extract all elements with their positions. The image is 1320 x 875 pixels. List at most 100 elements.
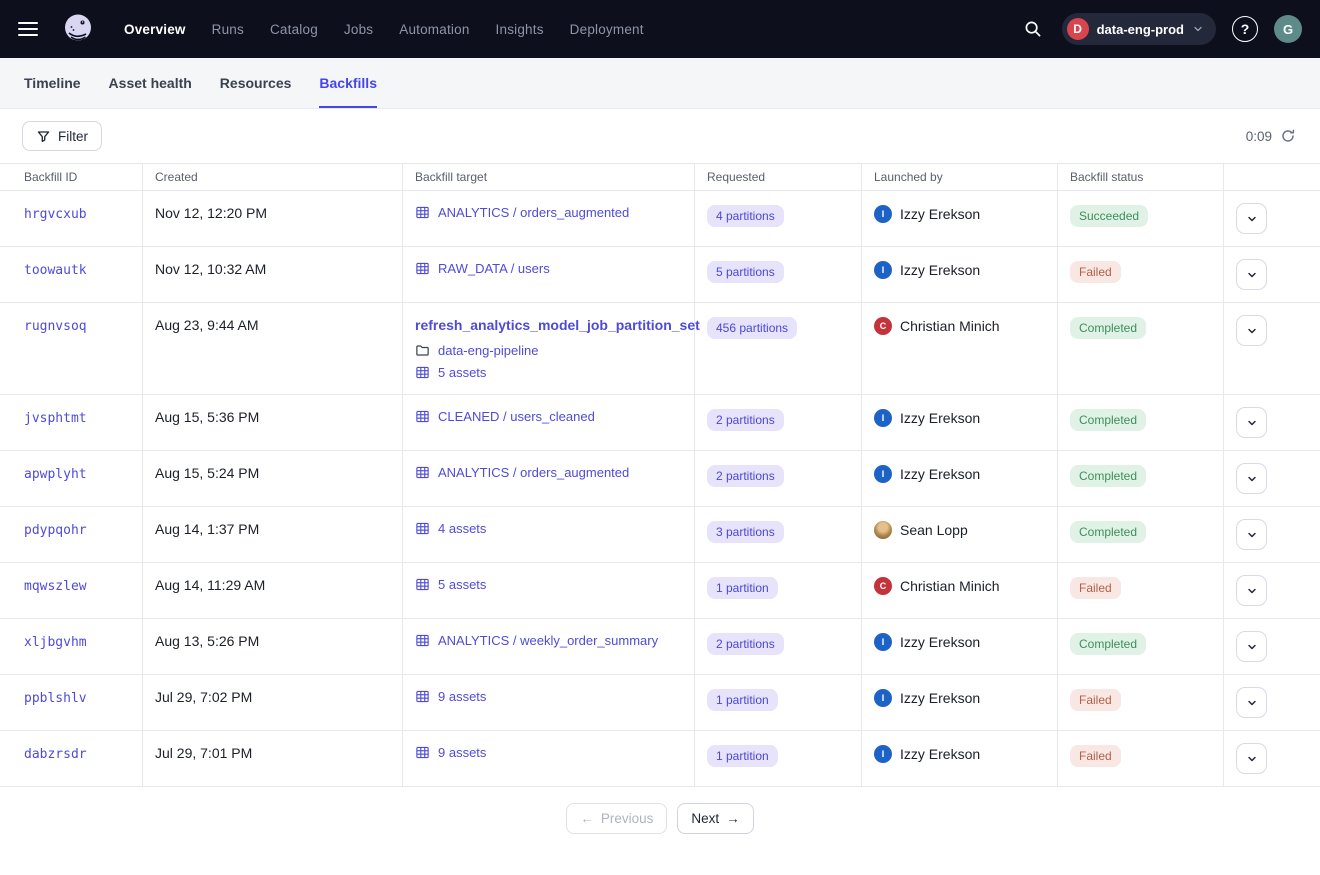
created-cell: Aug 14, 11:29 AM: [143, 563, 403, 618]
backfill-status-cell: Completed: [1058, 395, 1224, 450]
previous-page-button[interactable]: ← Previous: [566, 803, 667, 834]
row-menu-button[interactable]: [1236, 631, 1267, 662]
user-avatar[interactable]: G: [1274, 15, 1302, 43]
row-menu-button[interactable]: [1236, 407, 1267, 438]
partitions-badge: 3 partitions: [707, 521, 784, 543]
nav-item-automation[interactable]: Automation: [399, 22, 469, 37]
launched-by-cell: IIzzy Erekson: [862, 451, 1058, 506]
tab-asset-health[interactable]: Asset health: [109, 58, 192, 108]
backfill-target-cell: CLEANED / users_cleaned: [403, 395, 695, 450]
funnel-icon: [36, 129, 51, 144]
nav-item-overview[interactable]: Overview: [124, 22, 186, 37]
column-header-backfill-target: Backfill target: [403, 164, 695, 190]
filter-button[interactable]: Filter: [22, 121, 102, 151]
nav-item-runs[interactable]: Runs: [212, 22, 244, 37]
launched-by-name: Christian Minich: [900, 578, 1000, 594]
created-cell: Aug 15, 5:24 PM: [143, 451, 403, 506]
table-row: apwplyht Aug 15, 5:24 PM ANALYTICS / orde…: [0, 451, 1320, 507]
target-asset-link[interactable]: CLEANED / users_cleaned: [438, 409, 595, 424]
backfill-id-link[interactable]: ppblshlv: [24, 691, 87, 706]
backfill-id-link[interactable]: rugnvsoq: [24, 319, 87, 334]
backfill-id-link[interactable]: xljbgvhm: [24, 635, 87, 650]
created-text: Aug 15, 5:24 PM: [155, 465, 259, 481]
requested-cell: 1 partition: [695, 675, 862, 730]
launched-by-cell: IIzzy Erekson: [862, 247, 1058, 302]
created-text: Nov 12, 12:20 PM: [155, 205, 267, 221]
created-cell: Aug 15, 5:36 PM: [143, 395, 403, 450]
help-icon[interactable]: ?: [1232, 16, 1258, 42]
launched-by-person: IIzzy Erekson: [874, 633, 1045, 651]
created-text: Jul 29, 7:02 PM: [155, 689, 252, 705]
backfill-id-link[interactable]: dabzrsdr: [24, 747, 87, 762]
requested-cell: 1 partition: [695, 563, 862, 618]
asset-table-icon: [415, 689, 430, 704]
nav-item-catalog[interactable]: Catalog: [270, 22, 318, 37]
pagination: ← Previous Next →: [0, 803, 1320, 834]
backfill-id-cell: ppblshlv: [0, 675, 143, 730]
created-cell: Jul 29, 7:02 PM: [143, 675, 403, 730]
status-badge: Completed: [1070, 409, 1146, 431]
backfill-id-cell: mqwszlew: [0, 563, 143, 618]
row-menu-button[interactable]: [1236, 743, 1267, 774]
hamburger-menu-icon[interactable]: [18, 16, 44, 42]
target-asset-line: CLEANED / users_cleaned: [415, 409, 682, 424]
backfill-status-cell: Failed: [1058, 731, 1224, 786]
target-asset-link[interactable]: 9 assets: [438, 689, 486, 704]
launched-by-person: CChristian Minich: [874, 577, 1045, 595]
created-text: Jul 29, 7:01 PM: [155, 745, 252, 761]
next-page-button[interactable]: Next →: [677, 803, 753, 834]
backfill-id-link[interactable]: pdypqohr: [24, 523, 87, 538]
backfill-id-link[interactable]: mqwszlew: [24, 579, 87, 594]
target-asset-link[interactable]: ANALYTICS / orders_augmented: [438, 465, 629, 480]
row-menu-button[interactable]: [1236, 259, 1267, 290]
target-asset-link[interactable]: 5 assets: [438, 577, 486, 592]
created-text: Aug 14, 11:29 AM: [155, 577, 265, 593]
deployment-name: data-eng-prod: [1097, 22, 1184, 37]
row-menu-button[interactable]: [1236, 203, 1267, 234]
column-header-actions: [1224, 164, 1320, 190]
chevron-down-icon: [1246, 529, 1258, 541]
partitions-badge: 456 partitions: [707, 317, 797, 339]
overview-tabbar: Timeline Asset health Resources Backfills: [0, 58, 1320, 109]
backfill-id-cell: apwplyht: [0, 451, 143, 506]
chevron-down-icon: [1246, 213, 1258, 225]
backfill-id-link[interactable]: toowautk: [24, 263, 87, 278]
column-header-requested: Requested: [695, 164, 862, 190]
row-menu-button[interactable]: [1236, 575, 1267, 606]
asset-table-icon: [415, 205, 430, 220]
row-menu-button[interactable]: [1236, 687, 1267, 718]
tab-timeline[interactable]: Timeline: [24, 58, 81, 108]
target-asset-line: 5 assets: [415, 577, 682, 592]
search-icon[interactable]: [1020, 16, 1046, 42]
partitions-badge: 2 partitions: [707, 409, 784, 431]
nav-item-deployment[interactable]: Deployment: [570, 22, 644, 37]
dagster-logo-icon[interactable]: [60, 11, 96, 47]
status-badge: Completed: [1070, 521, 1146, 543]
target-asset-link[interactable]: ANALYTICS / orders_augmented: [438, 205, 629, 220]
requested-cell: 456 partitions: [695, 303, 862, 394]
row-menu-button[interactable]: [1236, 463, 1267, 494]
created-cell: Aug 23, 9:44 AM: [143, 303, 403, 394]
refresh-icon[interactable]: [1280, 127, 1298, 145]
target-asset-link[interactable]: ANALYTICS / weekly_order_summary: [438, 633, 658, 648]
backfill-id-link[interactable]: apwplyht: [24, 467, 87, 482]
column-header-backfill-status: Backfill status: [1058, 164, 1224, 190]
row-menu-button[interactable]: [1236, 519, 1267, 550]
deployment-switcher[interactable]: D data-eng-prod: [1062, 13, 1216, 45]
backfill-id-link[interactable]: hrgvcxub: [24, 207, 87, 222]
target-asset-link[interactable]: 9 assets: [438, 745, 486, 760]
table-row: toowautkNov 12, 10:32 AM RAW_DATA / user…: [0, 247, 1320, 303]
primary-nav: Overview Runs Catalog Jobs Automation Insight…: [124, 22, 644, 37]
tab-resources[interactable]: Resources: [220, 58, 292, 108]
nav-item-insights[interactable]: Insights: [496, 22, 544, 37]
target-asset-link[interactable]: 4 assets: [438, 521, 486, 536]
tab-backfills[interactable]: Backfills: [319, 58, 377, 108]
target-asset-link[interactable]: RAW_DATA / users: [438, 261, 550, 276]
target-assets-link[interactable]: 5 assets: [438, 365, 486, 380]
nav-item-jobs[interactable]: Jobs: [344, 22, 373, 37]
backfill-target-job-link[interactable]: refresh_analytics_model_job_partition_se…: [415, 317, 682, 333]
right-arrow-icon: →: [726, 811, 740, 826]
backfill-id-link[interactable]: jvsphtmt: [24, 411, 87, 426]
top-navbar: Overview Runs Catalog Jobs Automation Insight…: [0, 0, 1320, 58]
row-menu-button[interactable]: [1236, 315, 1267, 346]
